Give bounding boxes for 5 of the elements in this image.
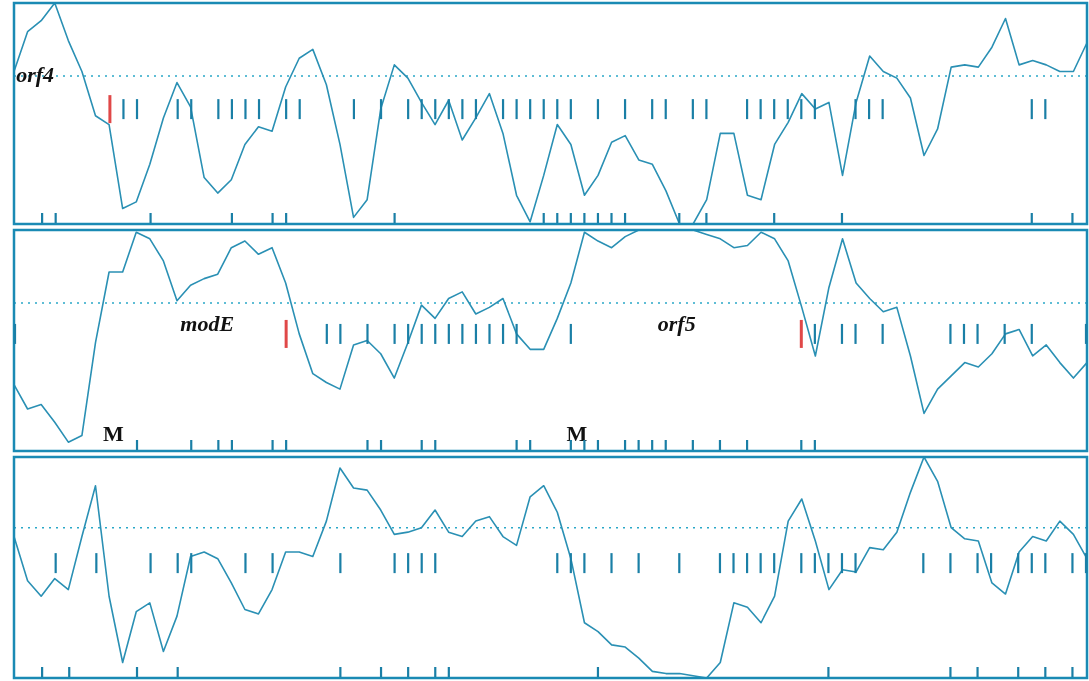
annotation: orf5: [657, 310, 696, 336]
annotation: M: [566, 421, 588, 447]
annotation: orf4: [16, 61, 55, 87]
annotation: M: [103, 421, 125, 447]
annotation: modE: [180, 310, 235, 336]
